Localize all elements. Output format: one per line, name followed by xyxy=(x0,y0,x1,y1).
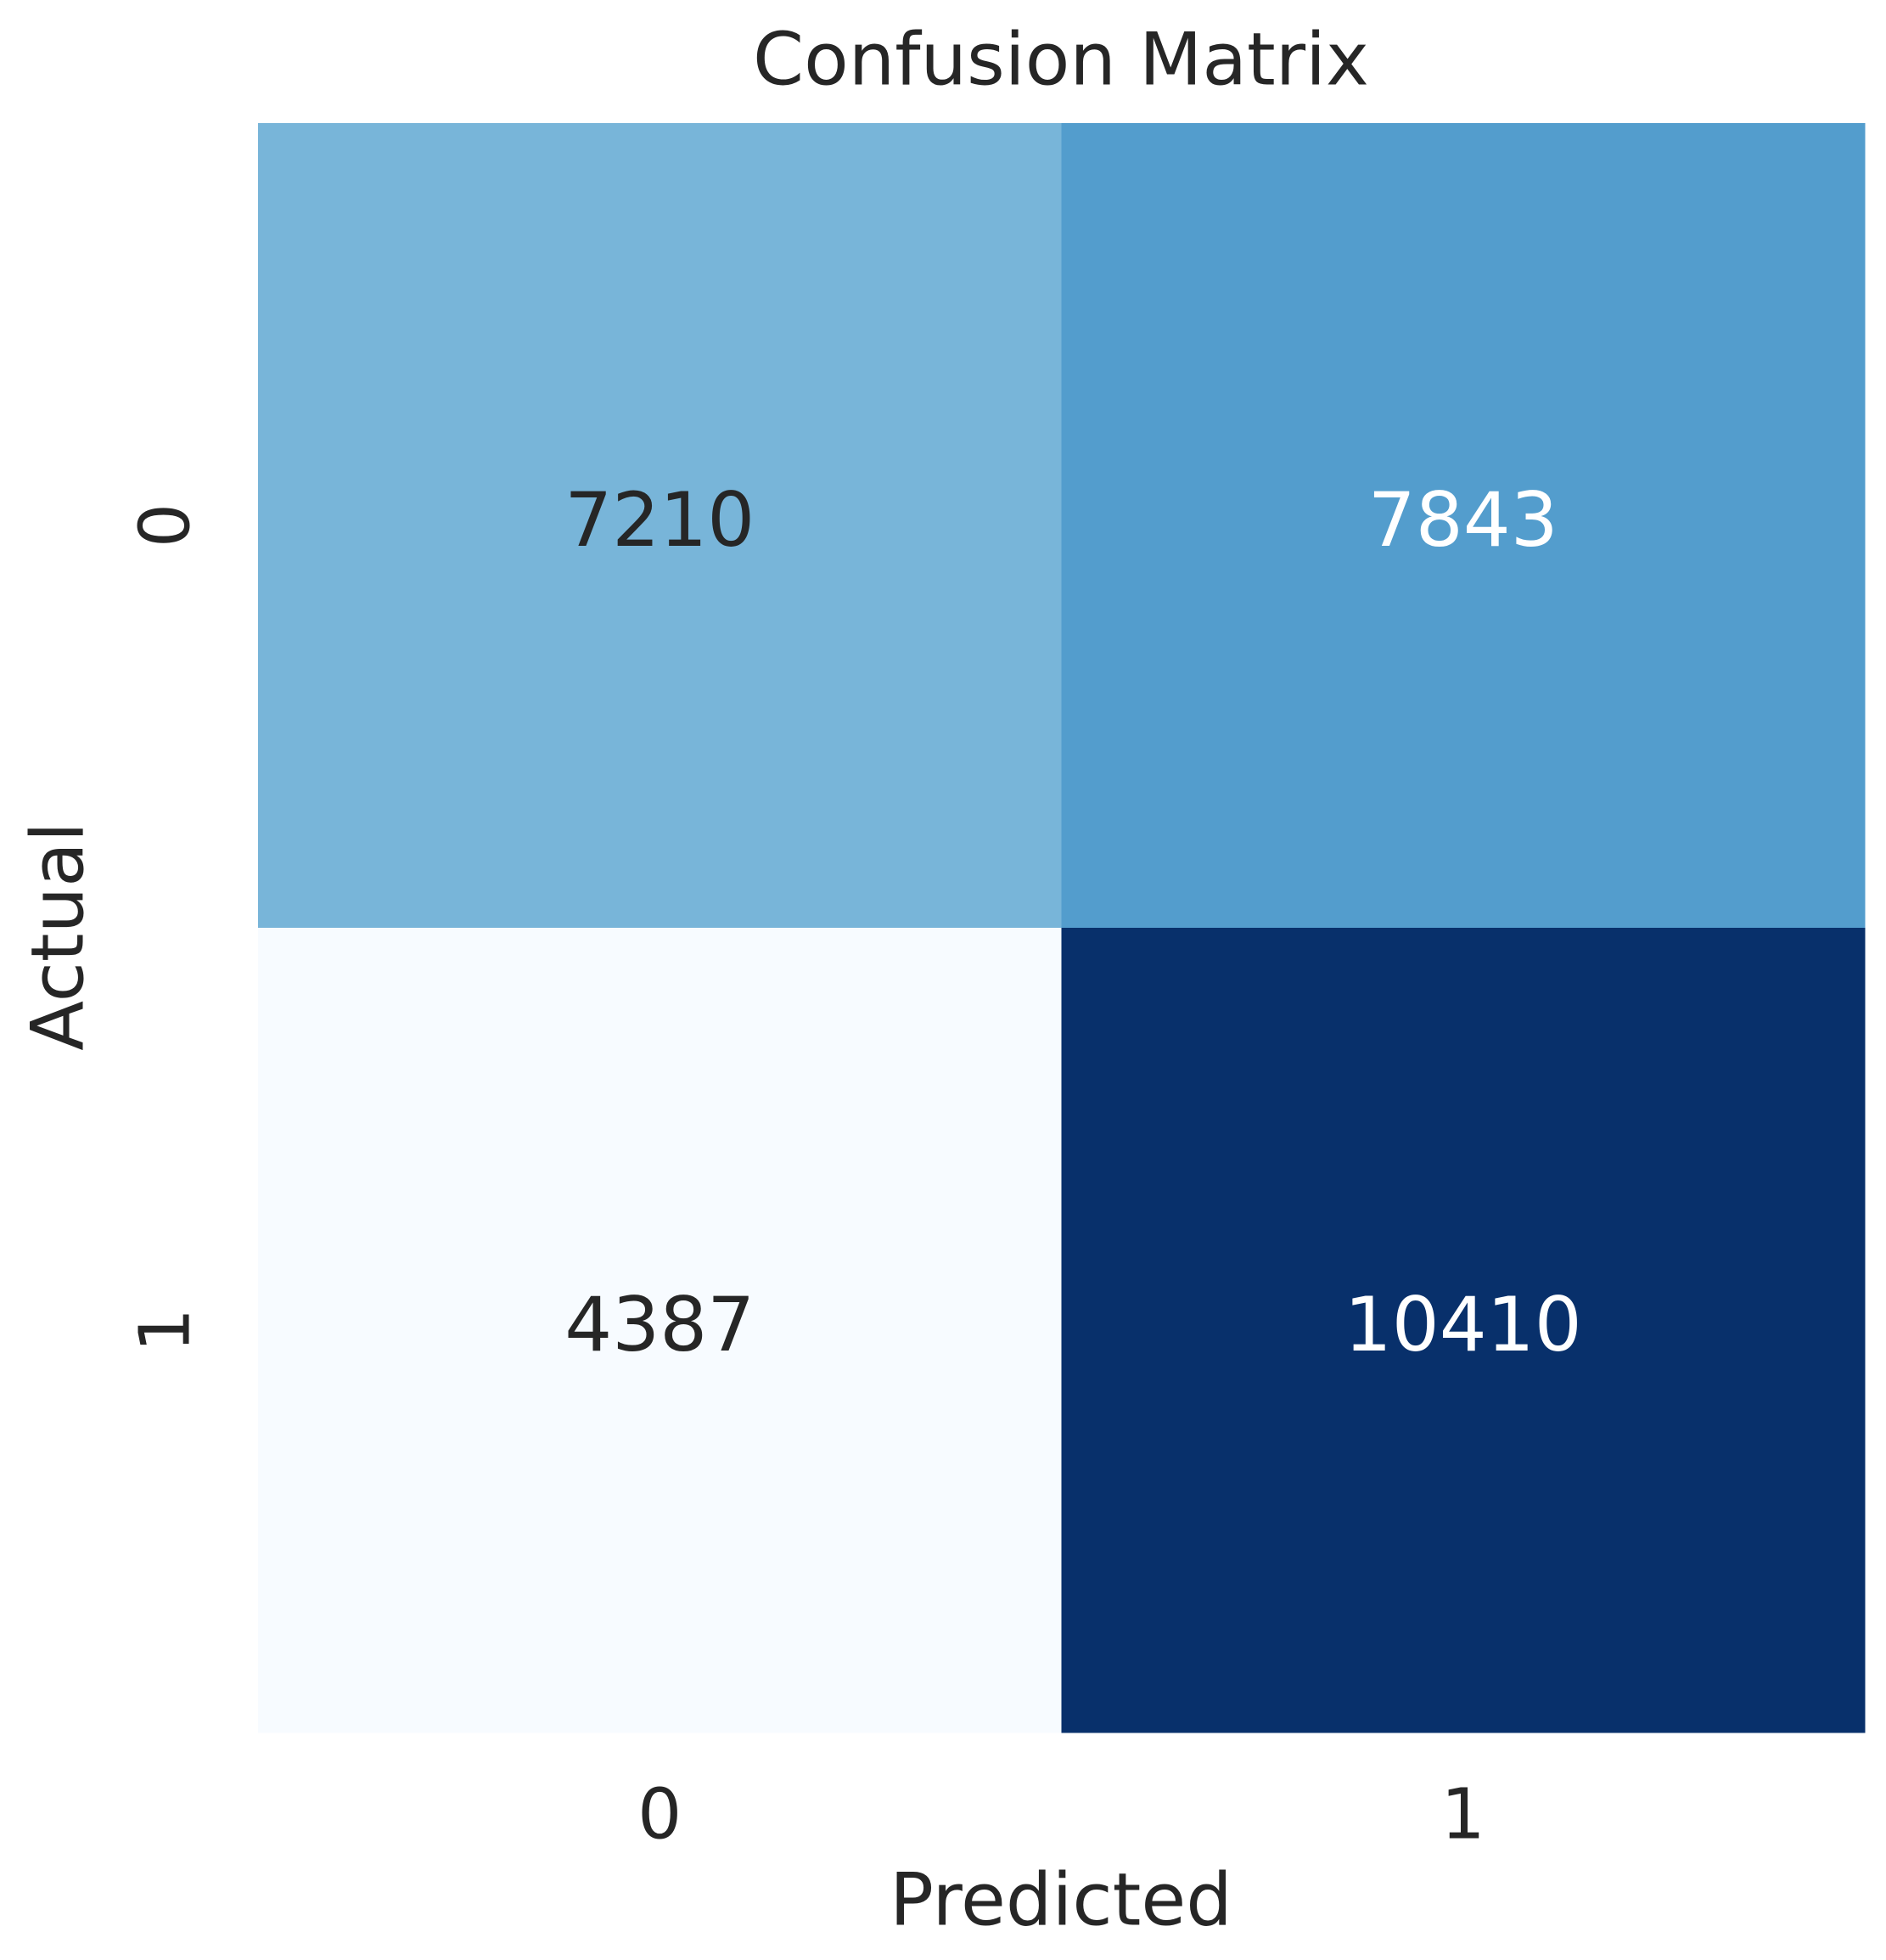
y-axis-label: Actual xyxy=(15,822,100,1050)
heatmap-cell xyxy=(1061,928,1866,1733)
cell-label: 7210 xyxy=(564,476,755,564)
cell-label: 4387 xyxy=(564,1281,755,1368)
cell-label: 10410 xyxy=(1344,1281,1582,1368)
chart-title: Confusion Matrix xyxy=(753,17,1369,102)
heatmap-cell xyxy=(258,123,1062,929)
x-tick-label: 1 xyxy=(1441,1774,1485,1855)
y-tick-label: 0 xyxy=(125,503,205,548)
x-axis-label: Predicted xyxy=(890,1857,1232,1942)
cell-label: 7843 xyxy=(1368,476,1558,564)
heatmap-cell xyxy=(258,928,1062,1733)
heatmap-cell xyxy=(1061,123,1866,929)
x-tick-label: 0 xyxy=(637,1774,682,1855)
y-tick-label: 1 xyxy=(125,1308,205,1352)
